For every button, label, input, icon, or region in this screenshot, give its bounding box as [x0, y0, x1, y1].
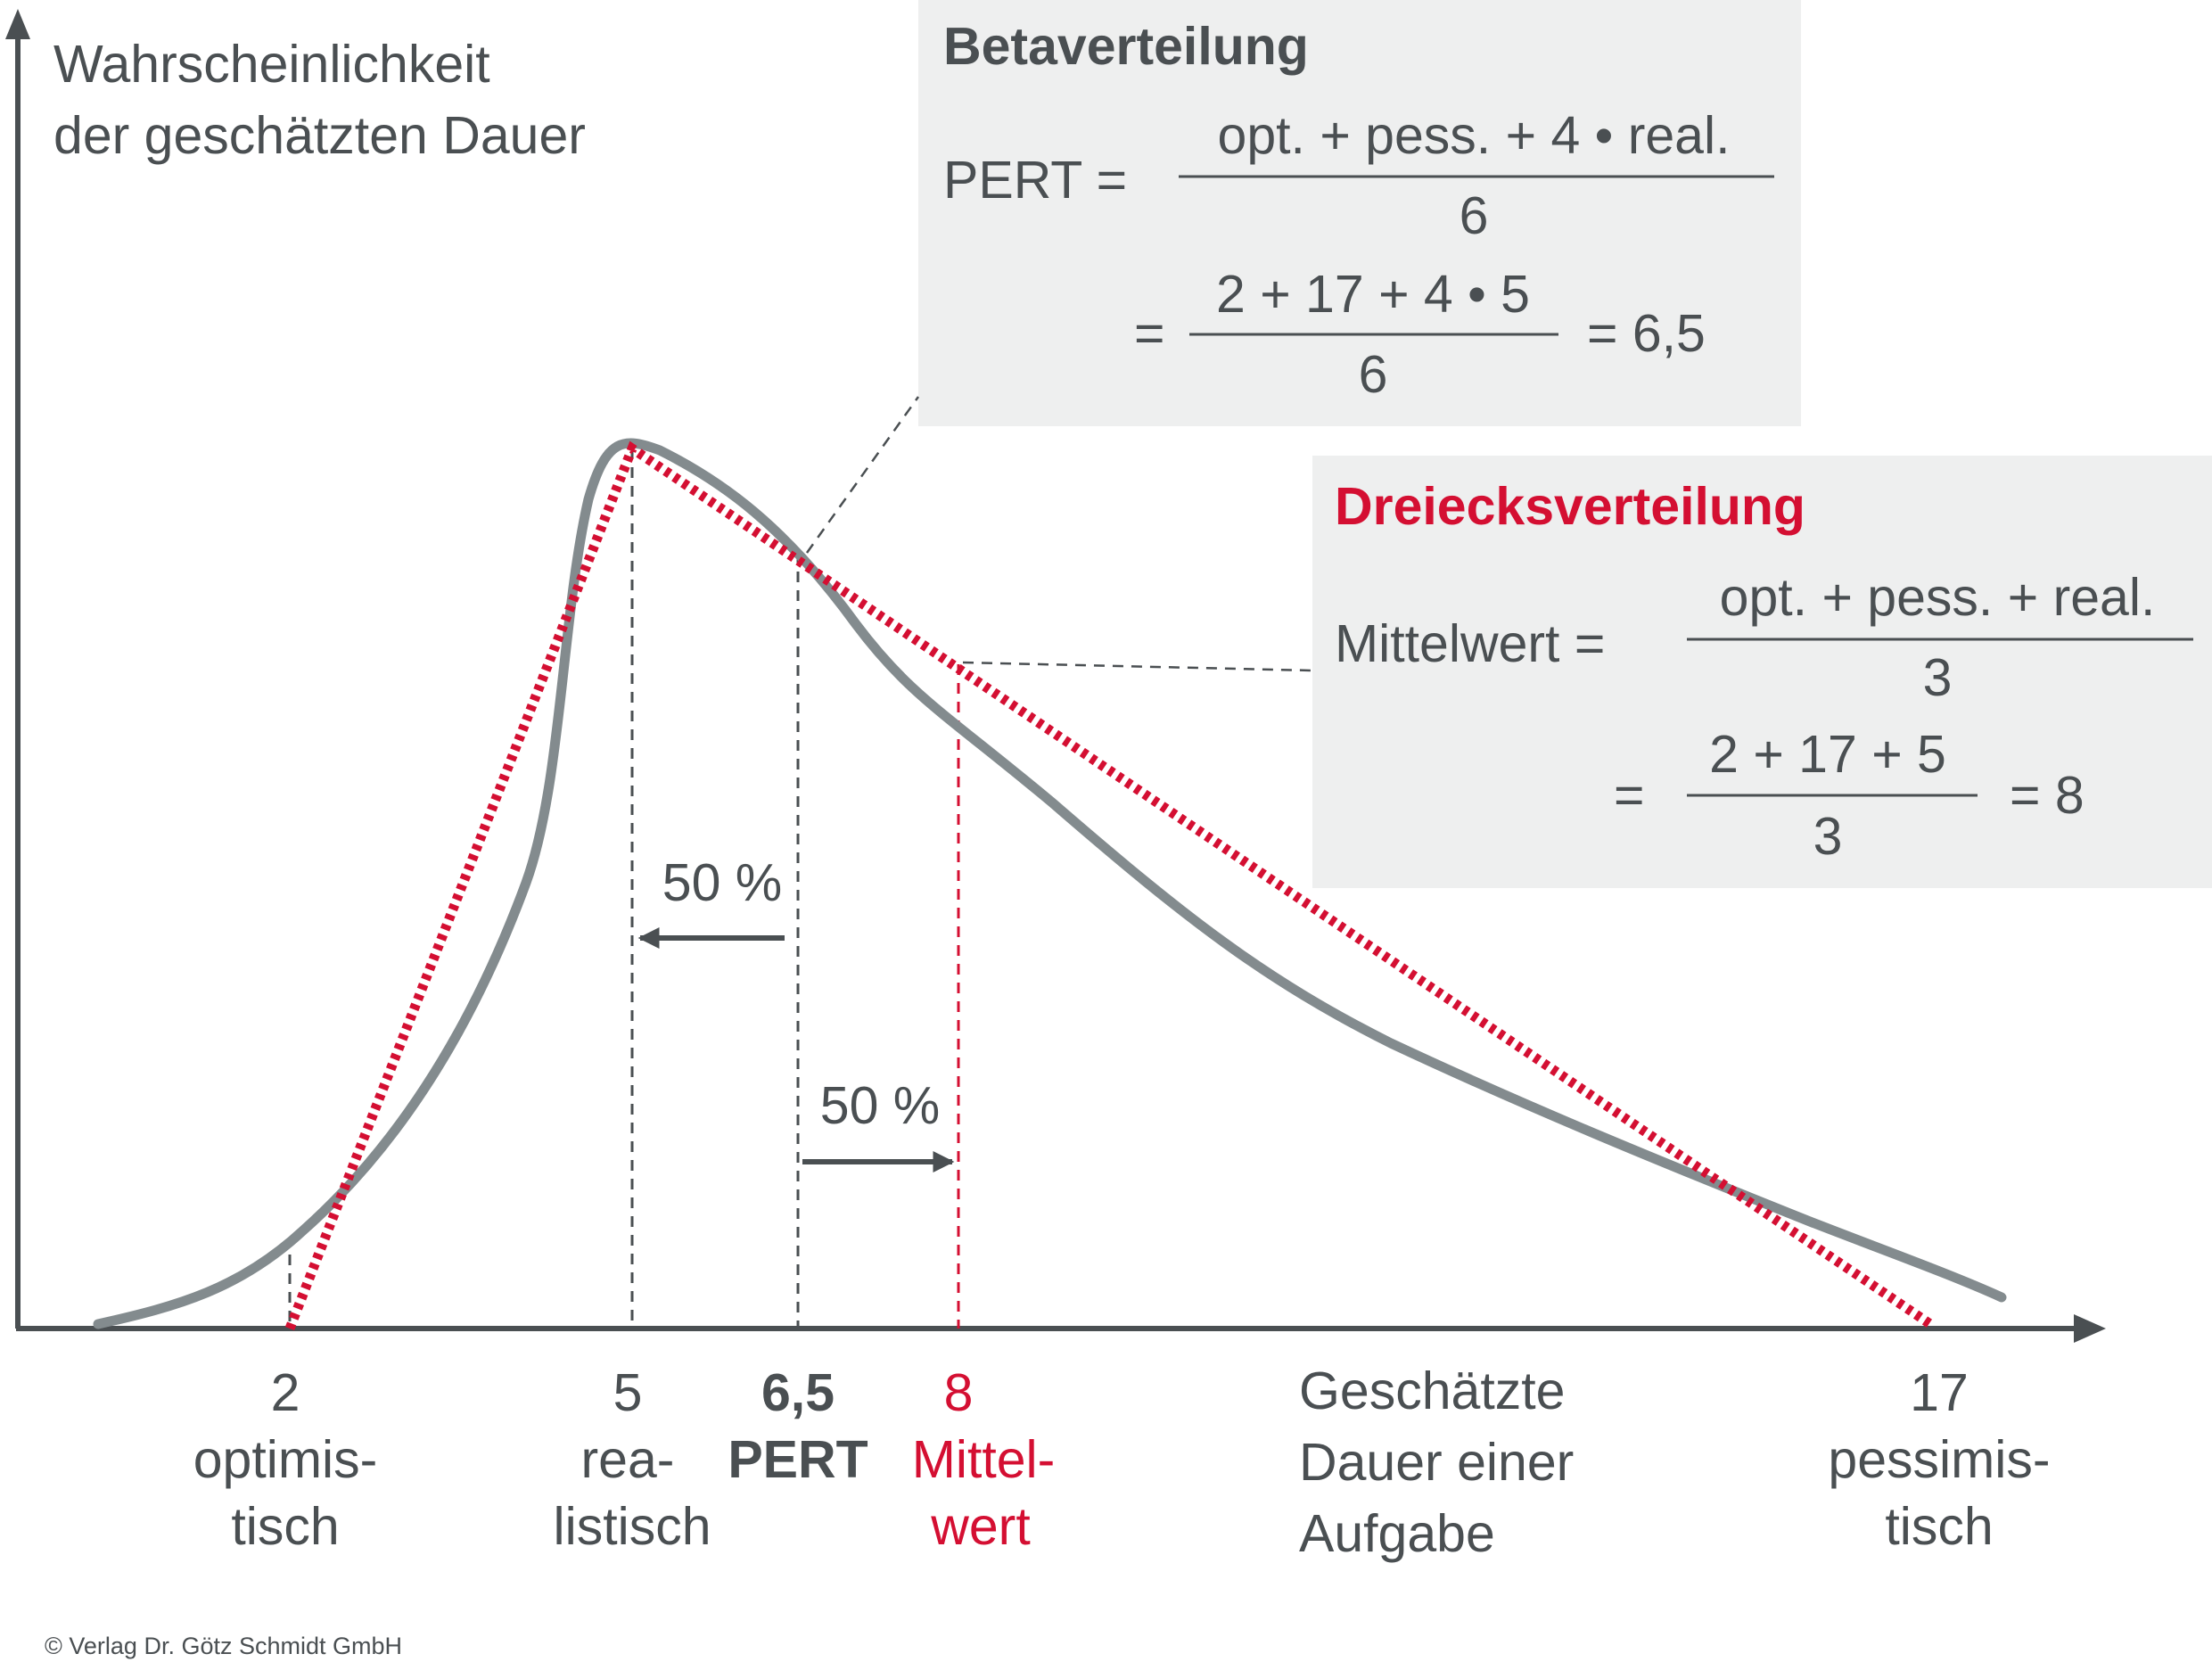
tick-optimistic: 2 optimis- tisch — [193, 1363, 378, 1556]
tick-mean-word2: wert — [930, 1497, 1030, 1556]
tick-real-word1: rea- — [581, 1430, 675, 1489]
left-half-label: 50 % — [662, 853, 782, 912]
tick-opt-word2: tisch — [231, 1497, 339, 1556]
triangle-eq2: = — [1614, 766, 1644, 825]
triangle-denominator: 3 — [1923, 648, 1953, 707]
tick-real-value: 5 — [613, 1363, 643, 1422]
triangle-numerator: opt. + pess. + real. — [1720, 568, 2156, 627]
beta-connector — [805, 396, 920, 554]
beta-numerator-2: 2 + 17 + 4 • 5 — [1216, 265, 1530, 324]
triangle-result: = 8 — [2010, 766, 2085, 825]
y-axis-label-line1: Wahrscheinlichkeit — [53, 35, 490, 94]
x-axis-label-line2: Dauer einer — [1299, 1433, 1574, 1492]
y-axis-arrowhead — [5, 9, 30, 39]
tick-pert: 6,5 PERT — [728, 1363, 868, 1489]
copyright: © Verlag Dr. Götz Schmidt GmbH — [45, 1633, 402, 1659]
beta-eq2: = — [1134, 304, 1164, 363]
triangle-lhs: Mittelwert = — [1335, 614, 1605, 673]
y-axis-label-line2: der geschätzten Dauer — [53, 106, 586, 165]
tick-pess-value: 17 — [1910, 1363, 1969, 1422]
tick-pert-value: 6,5 — [761, 1363, 835, 1422]
tick-pessimistic: 17 pessimis- tisch — [1828, 1363, 2050, 1556]
beta-lhs: PERT = — [943, 151, 1127, 210]
tick-pert-word: PERT — [728, 1430, 868, 1489]
beta-denominator-2: 6 — [1359, 345, 1388, 404]
triangle-distribution — [284, 440, 1934, 1330]
beta-box — [918, 0, 1801, 426]
triangle-connector — [962, 661, 1313, 672]
beta-result: = 6,5 — [1587, 304, 1706, 363]
beta-denominator: 6 — [1460, 186, 1489, 245]
tick-real-word2: listisch — [553, 1497, 711, 1556]
tick-mean-word1: Mittel- — [912, 1430, 1056, 1489]
beta-numerator: opt. + pess. + 4 • real. — [1218, 106, 1731, 165]
x-axis-label-line1: Geschätzte — [1299, 1362, 1565, 1420]
tick-realistic: 5 rea- listisch — [553, 1363, 711, 1556]
tick-mean: 8 Mittel- wert — [912, 1363, 1056, 1556]
tick-opt-value: 2 — [271, 1363, 300, 1422]
triangle-denominator-2: 3 — [1813, 807, 1843, 866]
x-axis-arrowhead — [2074, 1314, 2106, 1343]
triangle-title: Dreiecksverteilung — [1335, 477, 1805, 536]
beta-curve — [93, 438, 2007, 1329]
tick-pess-word1: pessimis- — [1828, 1430, 2050, 1489]
beta-title: Betaverteilung — [943, 17, 1309, 76]
tick-opt-word1: optimis- — [193, 1430, 378, 1489]
x-axis-label-line3: Aufgabe — [1299, 1504, 1495, 1563]
triangle-numerator-2: 2 + 17 + 5 — [1709, 725, 1946, 784]
right-half-label: 50 % — [820, 1076, 940, 1135]
tick-pess-word2: tisch — [1885, 1497, 1993, 1556]
triangle-box — [1312, 456, 2212, 888]
tick-mean-value: 8 — [944, 1363, 974, 1422]
